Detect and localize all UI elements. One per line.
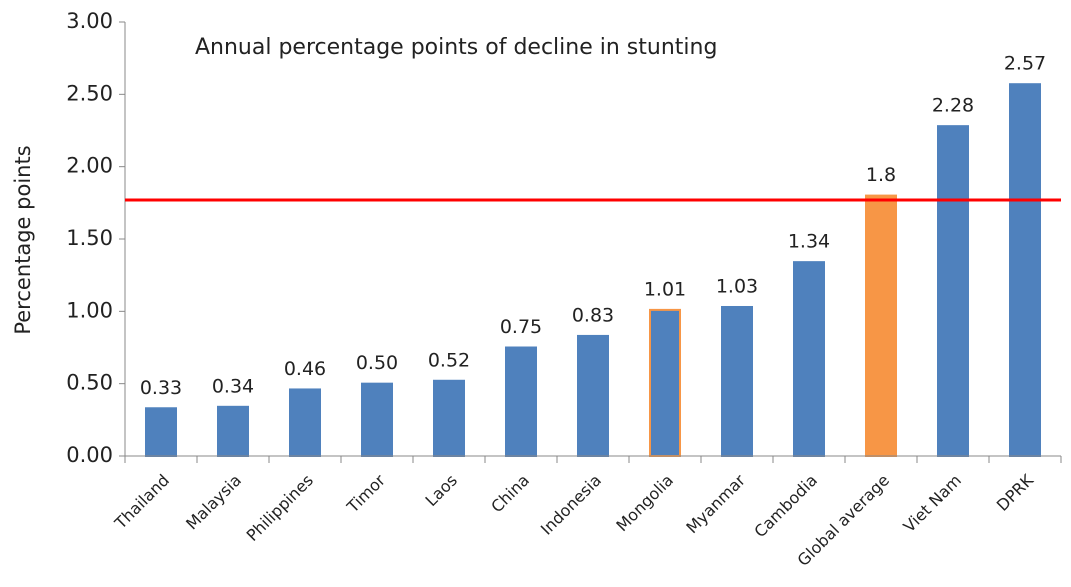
data-label: 2.57 — [1004, 53, 1046, 75]
x-tick-label: Myanmar — [682, 470, 749, 537]
x-tick-label: Timor — [343, 470, 390, 517]
x-tick-label: Malaysia — [182, 471, 245, 534]
x-tick-label: Viet Nam — [900, 471, 965, 536]
y-axis-title: Percentage points — [11, 145, 35, 334]
data-label: 0.75 — [500, 316, 542, 338]
x-tick-label: Thailand — [110, 471, 173, 534]
x-tick-label: Mongolia — [612, 471, 677, 536]
data-label: 1.01 — [644, 278, 686, 300]
x-tick-label: Cambodia — [750, 471, 821, 542]
bar — [361, 382, 393, 457]
bar — [793, 261, 825, 457]
data-label: 1.03 — [716, 275, 758, 297]
bar — [577, 334, 609, 457]
bar — [433, 379, 465, 458]
bar — [937, 125, 969, 457]
y-tick-label: 2.00 — [66, 154, 113, 178]
y-tick-label: 2.50 — [66, 81, 113, 105]
data-label: 0.34 — [212, 375, 254, 397]
y-tick-label: 1.50 — [66, 226, 113, 250]
data-label: 0.52 — [428, 349, 470, 371]
x-tick-label: China — [487, 471, 533, 517]
bar — [505, 346, 537, 457]
data-label: 0.46 — [284, 358, 326, 380]
data-label: 0.33 — [140, 377, 182, 399]
data-label: 1.8 — [866, 164, 896, 186]
data-label: 2.28 — [932, 95, 974, 117]
bar — [217, 405, 249, 457]
x-tick-label: Philippines — [243, 471, 317, 545]
y-tick-label: 3.00 — [66, 9, 113, 33]
bar — [1009, 83, 1041, 457]
y-tick-label: 1.00 — [66, 298, 113, 322]
x-tick-label: Laos — [422, 471, 461, 510]
x-tick-label: DPRK — [993, 470, 1038, 515]
bar — [865, 194, 897, 457]
data-label: 1.34 — [788, 231, 830, 253]
bar — [145, 407, 177, 458]
bar — [649, 308, 681, 457]
y-tick-label: 0.50 — [66, 371, 113, 395]
data-label: 0.83 — [572, 304, 614, 326]
y-tick-label: 0.00 — [66, 443, 113, 467]
data-label: 0.50 — [356, 352, 398, 374]
chart-title: Annual percentage points of decline in s… — [195, 35, 717, 60]
bar — [289, 388, 321, 458]
x-tick-label: Indonesia — [537, 471, 605, 539]
bar — [721, 305, 753, 458]
